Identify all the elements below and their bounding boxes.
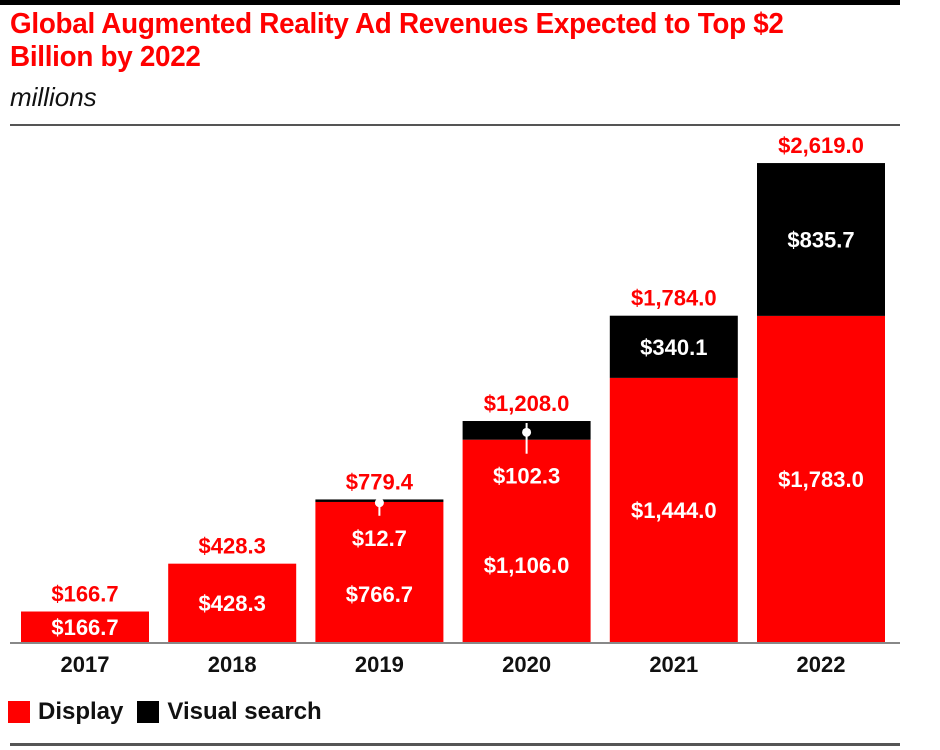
legend-label-visual-search: Visual search xyxy=(167,698,322,725)
total-label-2018: $428.3 xyxy=(199,534,266,559)
bar-visual-search-2022 xyxy=(757,163,885,316)
display-label-2022: $1,783.0 xyxy=(778,467,864,492)
display-label-2021: $1,444.0 xyxy=(631,498,717,523)
x-tick-2022: 2022 xyxy=(797,652,846,677)
visual-search-label-2020: $102.3 xyxy=(493,464,560,489)
display-label-2017: $166.7 xyxy=(51,615,118,640)
visual-search-label-2022: $835.7 xyxy=(787,227,854,252)
x-tick-2017: 2017 xyxy=(61,652,110,677)
x-tick-2019: 2019 xyxy=(355,652,404,677)
legend-item-visual-search: Visual search xyxy=(137,698,322,726)
x-tick-2018: 2018 xyxy=(208,652,257,677)
bar-display-2022 xyxy=(757,315,885,642)
legend-swatch-visual-search xyxy=(137,701,160,723)
visual-search-label-2019: $12.7 xyxy=(352,526,407,551)
total-label-2020: $1,208.0 xyxy=(484,391,570,416)
title-divider xyxy=(10,124,900,126)
x-tick-2020: 2020 xyxy=(502,652,551,677)
legend-label-display: Display xyxy=(38,698,124,725)
total-label-2022: $2,619.0 xyxy=(778,133,864,158)
display-label-2019: $766.7 xyxy=(346,582,413,607)
total-label-2021: $1,784.0 xyxy=(631,286,717,311)
visual-search-label-2021: $340.1 xyxy=(640,335,707,360)
bottom-divider xyxy=(10,743,900,746)
bar-display-2019 xyxy=(315,501,444,642)
bar-visual-search-2021 xyxy=(609,315,738,378)
bar-display-2018 xyxy=(168,563,297,642)
legend-swatch-display xyxy=(8,701,30,723)
pointer-dot-2019 xyxy=(374,498,384,508)
display-label-2018: $428.3 xyxy=(199,591,266,616)
chart-title: Global Augmented Reality Ad Revenues Exp… xyxy=(10,8,784,73)
bar-display-2020 xyxy=(462,439,591,642)
pointer-dot-2020 xyxy=(522,427,532,437)
bar-display-2021 xyxy=(609,377,738,642)
total-label-2019: $779.4 xyxy=(346,469,414,494)
top-bar xyxy=(0,0,900,5)
display-label-2020: $1,106.0 xyxy=(484,553,570,578)
legend-item-display: Display xyxy=(8,698,123,726)
x-tick-2021: 2021 xyxy=(649,652,698,677)
bar-display-2017 xyxy=(21,611,149,642)
total-label-2017: $166.7 xyxy=(51,582,118,607)
chart-subtitle: millions xyxy=(10,82,97,112)
legend: Display Visual search xyxy=(8,698,336,726)
